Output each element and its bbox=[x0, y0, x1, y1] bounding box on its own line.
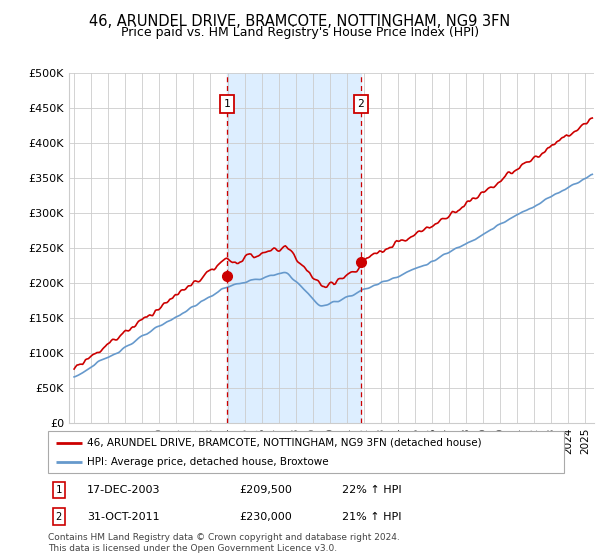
Text: 1: 1 bbox=[223, 99, 230, 109]
Bar bbox=[227, 73, 361, 423]
Text: 46, ARUNDEL DRIVE, BRAMCOTE, NOTTINGHAM, NG9 3FN: 46, ARUNDEL DRIVE, BRAMCOTE, NOTTINGHAM,… bbox=[89, 14, 511, 29]
Text: 2: 2 bbox=[56, 512, 62, 521]
Text: 1: 1 bbox=[56, 485, 62, 495]
Text: £209,500: £209,500 bbox=[239, 485, 292, 495]
Text: 46, ARUNDEL DRIVE, BRAMCOTE, NOTTINGHAM, NG9 3FN (detached house): 46, ARUNDEL DRIVE, BRAMCOTE, NOTTINGHAM,… bbox=[86, 437, 481, 447]
Text: Contains HM Land Registry data © Crown copyright and database right 2024.
This d: Contains HM Land Registry data © Crown c… bbox=[48, 533, 400, 553]
Text: 2: 2 bbox=[358, 99, 364, 109]
Text: HPI: Average price, detached house, Broxtowe: HPI: Average price, detached house, Brox… bbox=[86, 457, 328, 467]
Text: 22% ↑ HPI: 22% ↑ HPI bbox=[342, 485, 402, 495]
Text: 17-DEC-2003: 17-DEC-2003 bbox=[86, 485, 160, 495]
Text: 21% ↑ HPI: 21% ↑ HPI bbox=[342, 512, 401, 521]
Text: Price paid vs. HM Land Registry's House Price Index (HPI): Price paid vs. HM Land Registry's House … bbox=[121, 26, 479, 39]
Text: £230,000: £230,000 bbox=[239, 512, 292, 521]
FancyBboxPatch shape bbox=[48, 431, 564, 473]
Text: 31-OCT-2011: 31-OCT-2011 bbox=[86, 512, 160, 521]
